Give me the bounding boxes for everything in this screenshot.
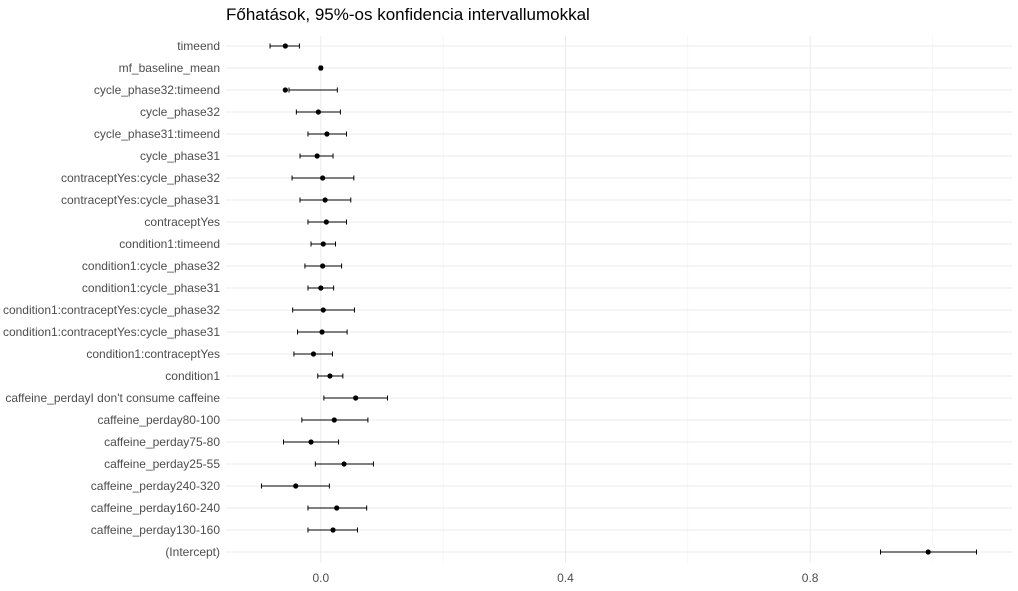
term-mark [299,153,334,159]
y-tick-label: caffeine_perday25-55 [104,457,220,471]
estimate-point [925,549,931,555]
y-tick-label: condition1:timeend [119,237,220,251]
term-mark [310,241,336,247]
estimate-point [315,109,321,115]
estimate-point [320,307,326,313]
y-tick-label: caffeine_perday80-100 [97,413,220,427]
term-mark [282,87,338,93]
term-mark [292,307,355,313]
estimate-point [320,241,326,247]
x-tick-label: 0.8 [802,571,819,585]
estimate-point [314,153,320,159]
estimate-point [341,461,347,467]
y-tick-label: caffeine_perdayI don't consume caffeine [5,391,220,405]
y-tick-label: condition1 [165,369,220,383]
term-mark [307,131,347,137]
estimate-point [334,505,340,511]
estimate-point [331,417,337,423]
term-mark [297,329,348,335]
term-mark [323,395,388,401]
term-mark [269,43,300,49]
y-tick-label: timeend [177,39,220,53]
y-tick-label: condition1:contraceptYes:cycle_phase32 [3,303,220,317]
term-mark [307,285,335,291]
term-mark [307,527,359,533]
x-tick-label: 0.0 [312,571,329,585]
estimate-point [293,483,299,489]
y-tick-label: contraceptYes:cycle_phase31 [61,193,220,207]
estimate-point [327,373,333,379]
term-mark [282,439,340,445]
y-tick-label: cycle_phase31:timeend [94,127,220,141]
y-tick-label: condition1:contraceptYes:cycle_phase31 [3,325,220,339]
y-tick-label: contraceptYes [144,215,220,229]
estimate-point [308,439,314,445]
term-mark [314,461,374,467]
term-mark [299,197,352,203]
estimate-point [322,197,328,203]
x-tick-label: 0.4 [557,571,574,585]
estimate-point [330,527,336,533]
chart-title: Főhatások, 95%-os konfidencia intervallu… [226,5,590,24]
estimate-point [323,219,329,225]
y-tick-label: caffeine_perday75-80 [104,435,220,449]
estimate-point [353,395,359,401]
y-tick-label: condition1:cycle_phase31 [82,281,220,295]
term-mark [879,549,978,555]
estimate-marks [260,43,978,555]
y-tick-label: cycle_phase31 [140,149,220,163]
y-tick-labels: timeend mf_baseline_mean cycle_phase32:tim… [3,39,220,559]
y-tick-label: caffeine_perday240-320 [91,479,221,493]
y-tick-label: condition1:contraceptYes [86,347,220,361]
estimate-point [319,329,325,335]
estimate-point [318,285,324,291]
term-mark [317,373,344,379]
y-tick-label: mf_baseline_mean [119,61,220,75]
y-tick-label: (Intercept) [165,545,220,559]
estimate-point [318,65,324,71]
y-tick-label: contraceptYes:cycle_phase32 [61,171,220,185]
term-mark [307,219,347,225]
term-mark [291,175,355,181]
y-tick-label: cycle_phase32:timeend [94,83,220,97]
estimate-point [320,175,326,181]
estimate-point [324,131,330,137]
estimate-point [310,351,317,357]
y-tick-label: cycle_phase32 [140,105,220,119]
estimate-point [282,87,288,93]
term-mark [301,417,369,423]
term-mark [295,109,341,115]
term-mark [318,65,324,71]
x-tick-labels: 0.0 0.4 0.8 [312,571,818,585]
estimate-point [320,263,326,269]
estimate-point [282,43,288,49]
term-mark [260,483,330,489]
term-mark [307,505,368,511]
term-mark [293,351,333,357]
grid-layer [226,36,1012,563]
y-tick-label: caffeine_perday160-240 [91,501,221,515]
y-tick-label: condition1:cycle_phase32 [82,259,220,273]
term-mark [304,263,343,269]
y-tick-label: caffeine_perday130-160 [91,523,221,537]
